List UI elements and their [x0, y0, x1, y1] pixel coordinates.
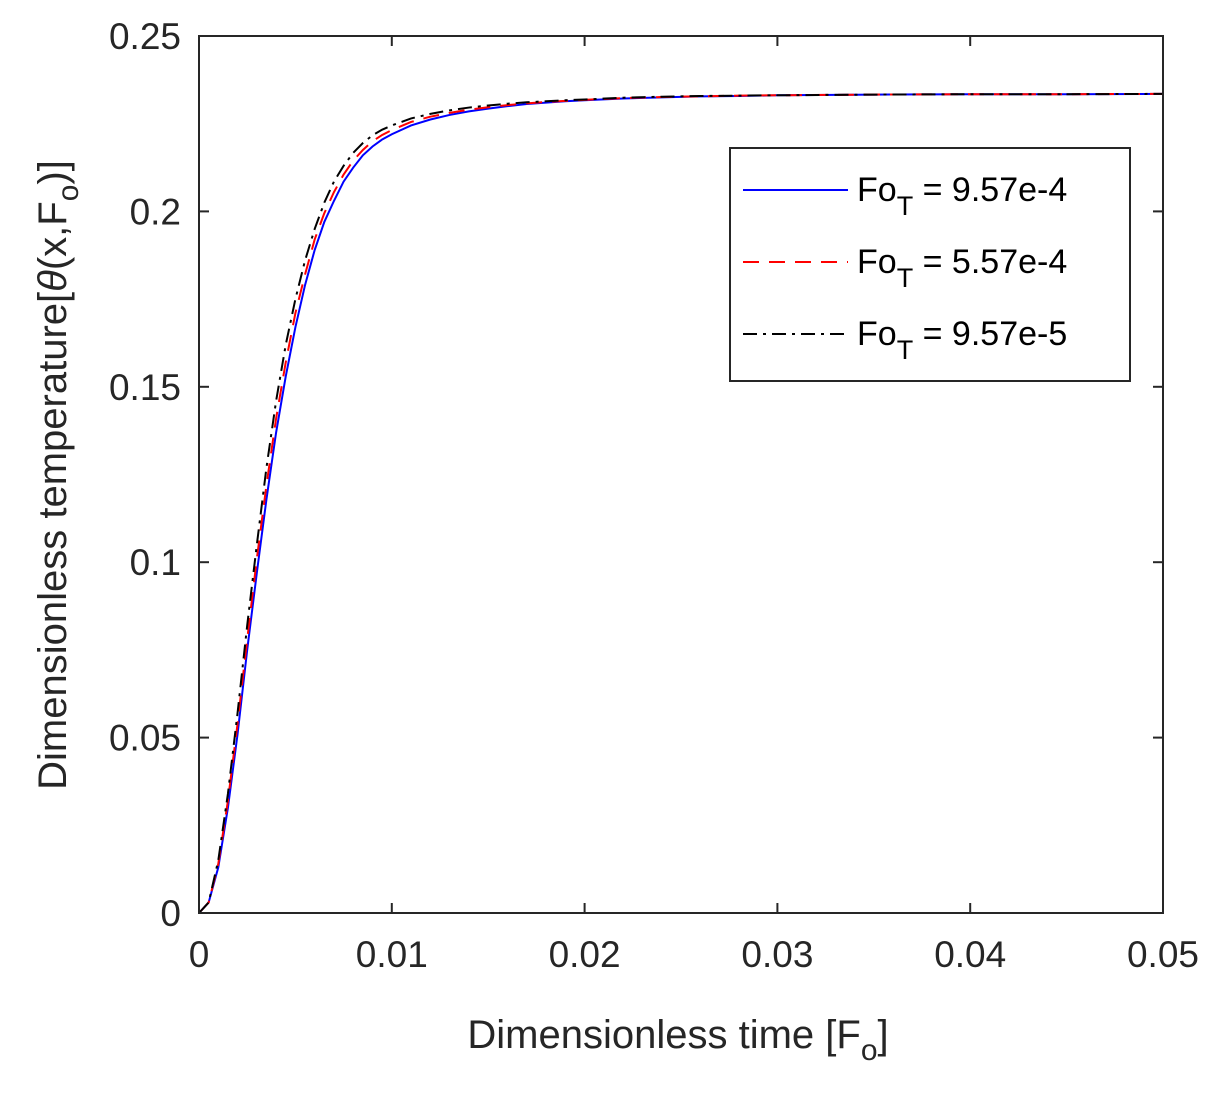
x-tick-label: 0.01 — [356, 934, 428, 975]
y-tick-label: 0.15 — [109, 367, 181, 408]
y-tick-label: 0 — [160, 893, 181, 934]
y-axis-label-subscript: o — [52, 185, 85, 202]
legend-box — [729, 147, 1131, 382]
legend-label-series-2: FoT = 5.57e-4 — [857, 243, 1067, 293]
legend-label-series-3: FoT = 9.57e-5 — [857, 315, 1067, 365]
legend: FoT = 9.57e-4 FoT = 5.57e-4 FoT = 9.57e-… — [729, 147, 1131, 382]
series-line-3 — [198, 92, 1164, 914]
legend-label-series-1: FoT = 9.57e-4 — [857, 171, 1067, 221]
y-tick-label: 0.2 — [130, 191, 181, 232]
x-tick-label: 0.03 — [741, 934, 813, 975]
y-axis-label-theta: θ — [31, 270, 75, 292]
y-axis-label: Dimensionless temperature[θ(x,Fo)] — [31, 160, 85, 790]
x-tick-label: 0.04 — [934, 934, 1006, 975]
tick-layer: 0 0.01 0.02 0.03 0.04 0.05 0 0.05 0.1 0.15 0.2 0.25 — [109, 16, 1199, 975]
series-line-2 — [198, 92, 1164, 914]
plot-box — [198, 35, 1164, 914]
y-tick-label: 0.05 — [109, 718, 181, 759]
y-tick-label: 0.25 — [109, 16, 181, 57]
series-layer — [198, 92, 1164, 914]
x-axis-label-subscript: o — [861, 1034, 878, 1067]
x-tick-label: 0 — [189, 934, 210, 975]
x-tick-label: 0.05 — [1127, 934, 1199, 975]
y-tick-label: 0.1 — [130, 542, 181, 583]
x-tick-label: 0.02 — [549, 934, 621, 975]
x-axis-label: Dimensionless time [Fo] — [467, 1013, 888, 1067]
